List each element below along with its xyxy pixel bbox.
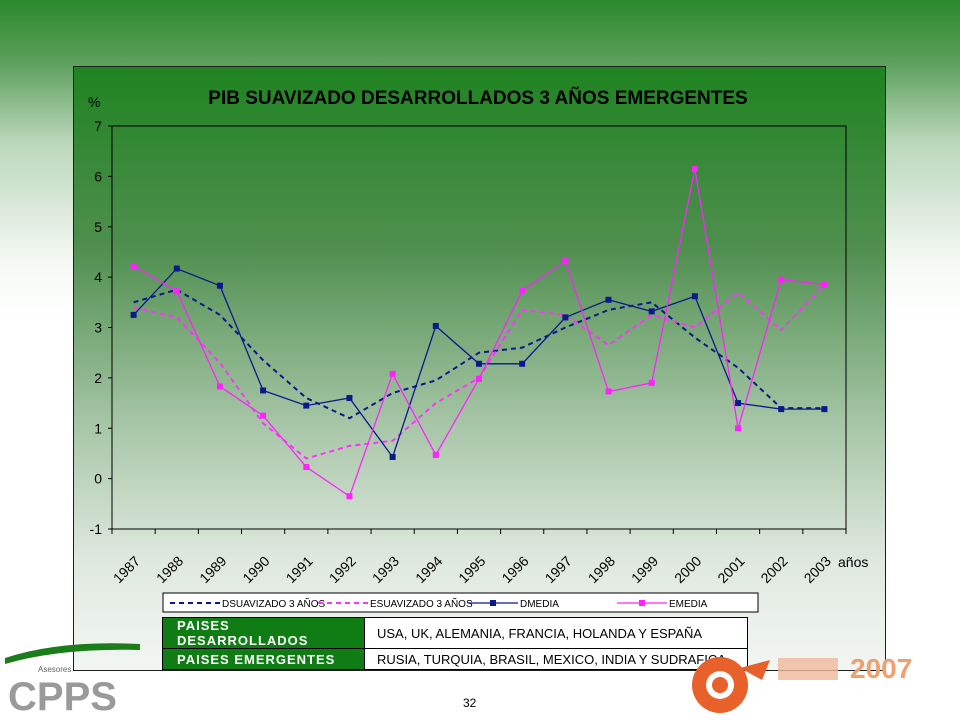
page-number: 32 [463,696,477,710]
cpps-logo-small: Asesores [38,665,71,674]
data-point [778,276,785,283]
data-point [691,293,698,300]
x-tick-label: 2003 [801,553,834,586]
y-tick-label: 6 [94,168,102,184]
x-tick-label: 1989 [196,553,229,586]
data-point [519,360,526,367]
y-tick-label: 1 [94,420,102,436]
data-point [821,406,828,413]
chart-frame: PIB SUAVIZADO DESARROLLADOS 3 AÑOS EMERG… [73,66,886,671]
legend-label: DSUAVIZADO 3 AÑOS [222,597,326,610]
x-axis-label: años [838,554,868,570]
legend-label: EMEDIA [669,599,708,610]
data-point [821,281,828,288]
data-point [735,425,742,432]
data-point [432,322,439,329]
data-point [562,314,569,321]
x-tick-label: 1990 [239,553,272,586]
y-tick-label: 2 [94,370,102,386]
x-tick-label: 1991 [282,553,315,586]
data-point [432,451,439,458]
data-point [476,360,482,367]
data-point [778,406,785,413]
cpps-logo-text: CPPS [8,675,117,719]
data-point [389,370,396,377]
x-tick-label: 2001 [714,553,747,586]
y-axis-label: % [88,94,100,110]
plot-area [111,125,847,530]
emerging-countries: RUSIA, TURQUIA, BRASIL, MEXICO, INDIA Y … [364,648,748,670]
legend-box [162,592,759,613]
series-line-0 [133,288,825,420]
x-tick-label: 1994 [412,553,445,586]
y-tick-label: 4 [94,269,102,285]
x-tick-label: 1993 [369,553,402,586]
data-point [173,288,180,295]
legend-label: ESUAVIZADO 3 AÑOS [370,597,473,610]
data-point [648,379,655,386]
y-tick-label: 0 [94,471,102,487]
x-tick-label: 1996 [498,553,531,586]
data-point [605,388,612,395]
chart-title: PIB SUAVIZADO DESARROLLADOS 3 AÑOS EMERG… [208,87,747,109]
legend-marker [490,600,496,606]
x-tick-label: 2000 [671,553,704,586]
table-row: PAISES DESARROLLADOS USA, UK, ALEMANIA, … [162,617,748,649]
cpps-logo: Asesores CPPS [5,643,140,719]
data-point [691,165,698,172]
data-point [519,287,526,294]
data-point [346,395,353,402]
emerging-label: PAISES EMERGENTES [162,648,365,670]
event-logo-text: 2007 [850,653,912,684]
x-tick-label: 1999 [628,553,661,586]
data-point [303,464,310,471]
data-point [216,383,223,390]
country-table: PAISES DESARROLLADOS USA, UK, ALEMANIA, … [162,617,748,670]
developed-countries: USA, UK, ALEMANIA, FRANCIA, HOLANDA Y ES… [364,617,748,649]
data-point [260,412,267,419]
table-row: PAISES EMERGENTES RUSIA, TURQUIA, BRASIL… [162,648,748,670]
data-point [173,265,180,272]
x-tick-label: 2002 [757,553,790,586]
data-point [303,402,310,409]
data-point [389,453,396,460]
data-point [562,258,569,265]
data-point [735,400,742,407]
data-point [216,282,223,289]
x-tick-label: 1987 [110,553,143,586]
x-tick-label: 1998 [585,553,618,586]
y-tick-label: 5 [94,219,102,235]
x-tick-label: 1988 [153,553,186,586]
x-tick-label: 1997 [542,553,575,586]
y-tick-label: 3 [94,320,102,336]
data-point [346,493,353,500]
legend-label: DMEDIA [520,599,559,610]
data-point [130,311,137,318]
y-tick-label: 7 [94,118,102,134]
event-logo: 2007 [692,653,912,713]
developed-label: PAISES DESARROLLADOS [162,617,365,649]
legend-marker [639,600,645,606]
data-point [476,375,482,382]
x-tick-label: 1995 [455,553,488,586]
data-point [130,263,137,270]
x-tick-label: 1992 [326,553,359,586]
y-tick-label: -1 [90,521,103,537]
data-point [605,296,612,303]
data-point [648,308,655,315]
data-point [260,387,267,394]
chart: PIB SUAVIZADO DESARROLLADOS 3 AÑOS EMERG… [88,87,868,613]
series-line-1 [133,284,826,460]
